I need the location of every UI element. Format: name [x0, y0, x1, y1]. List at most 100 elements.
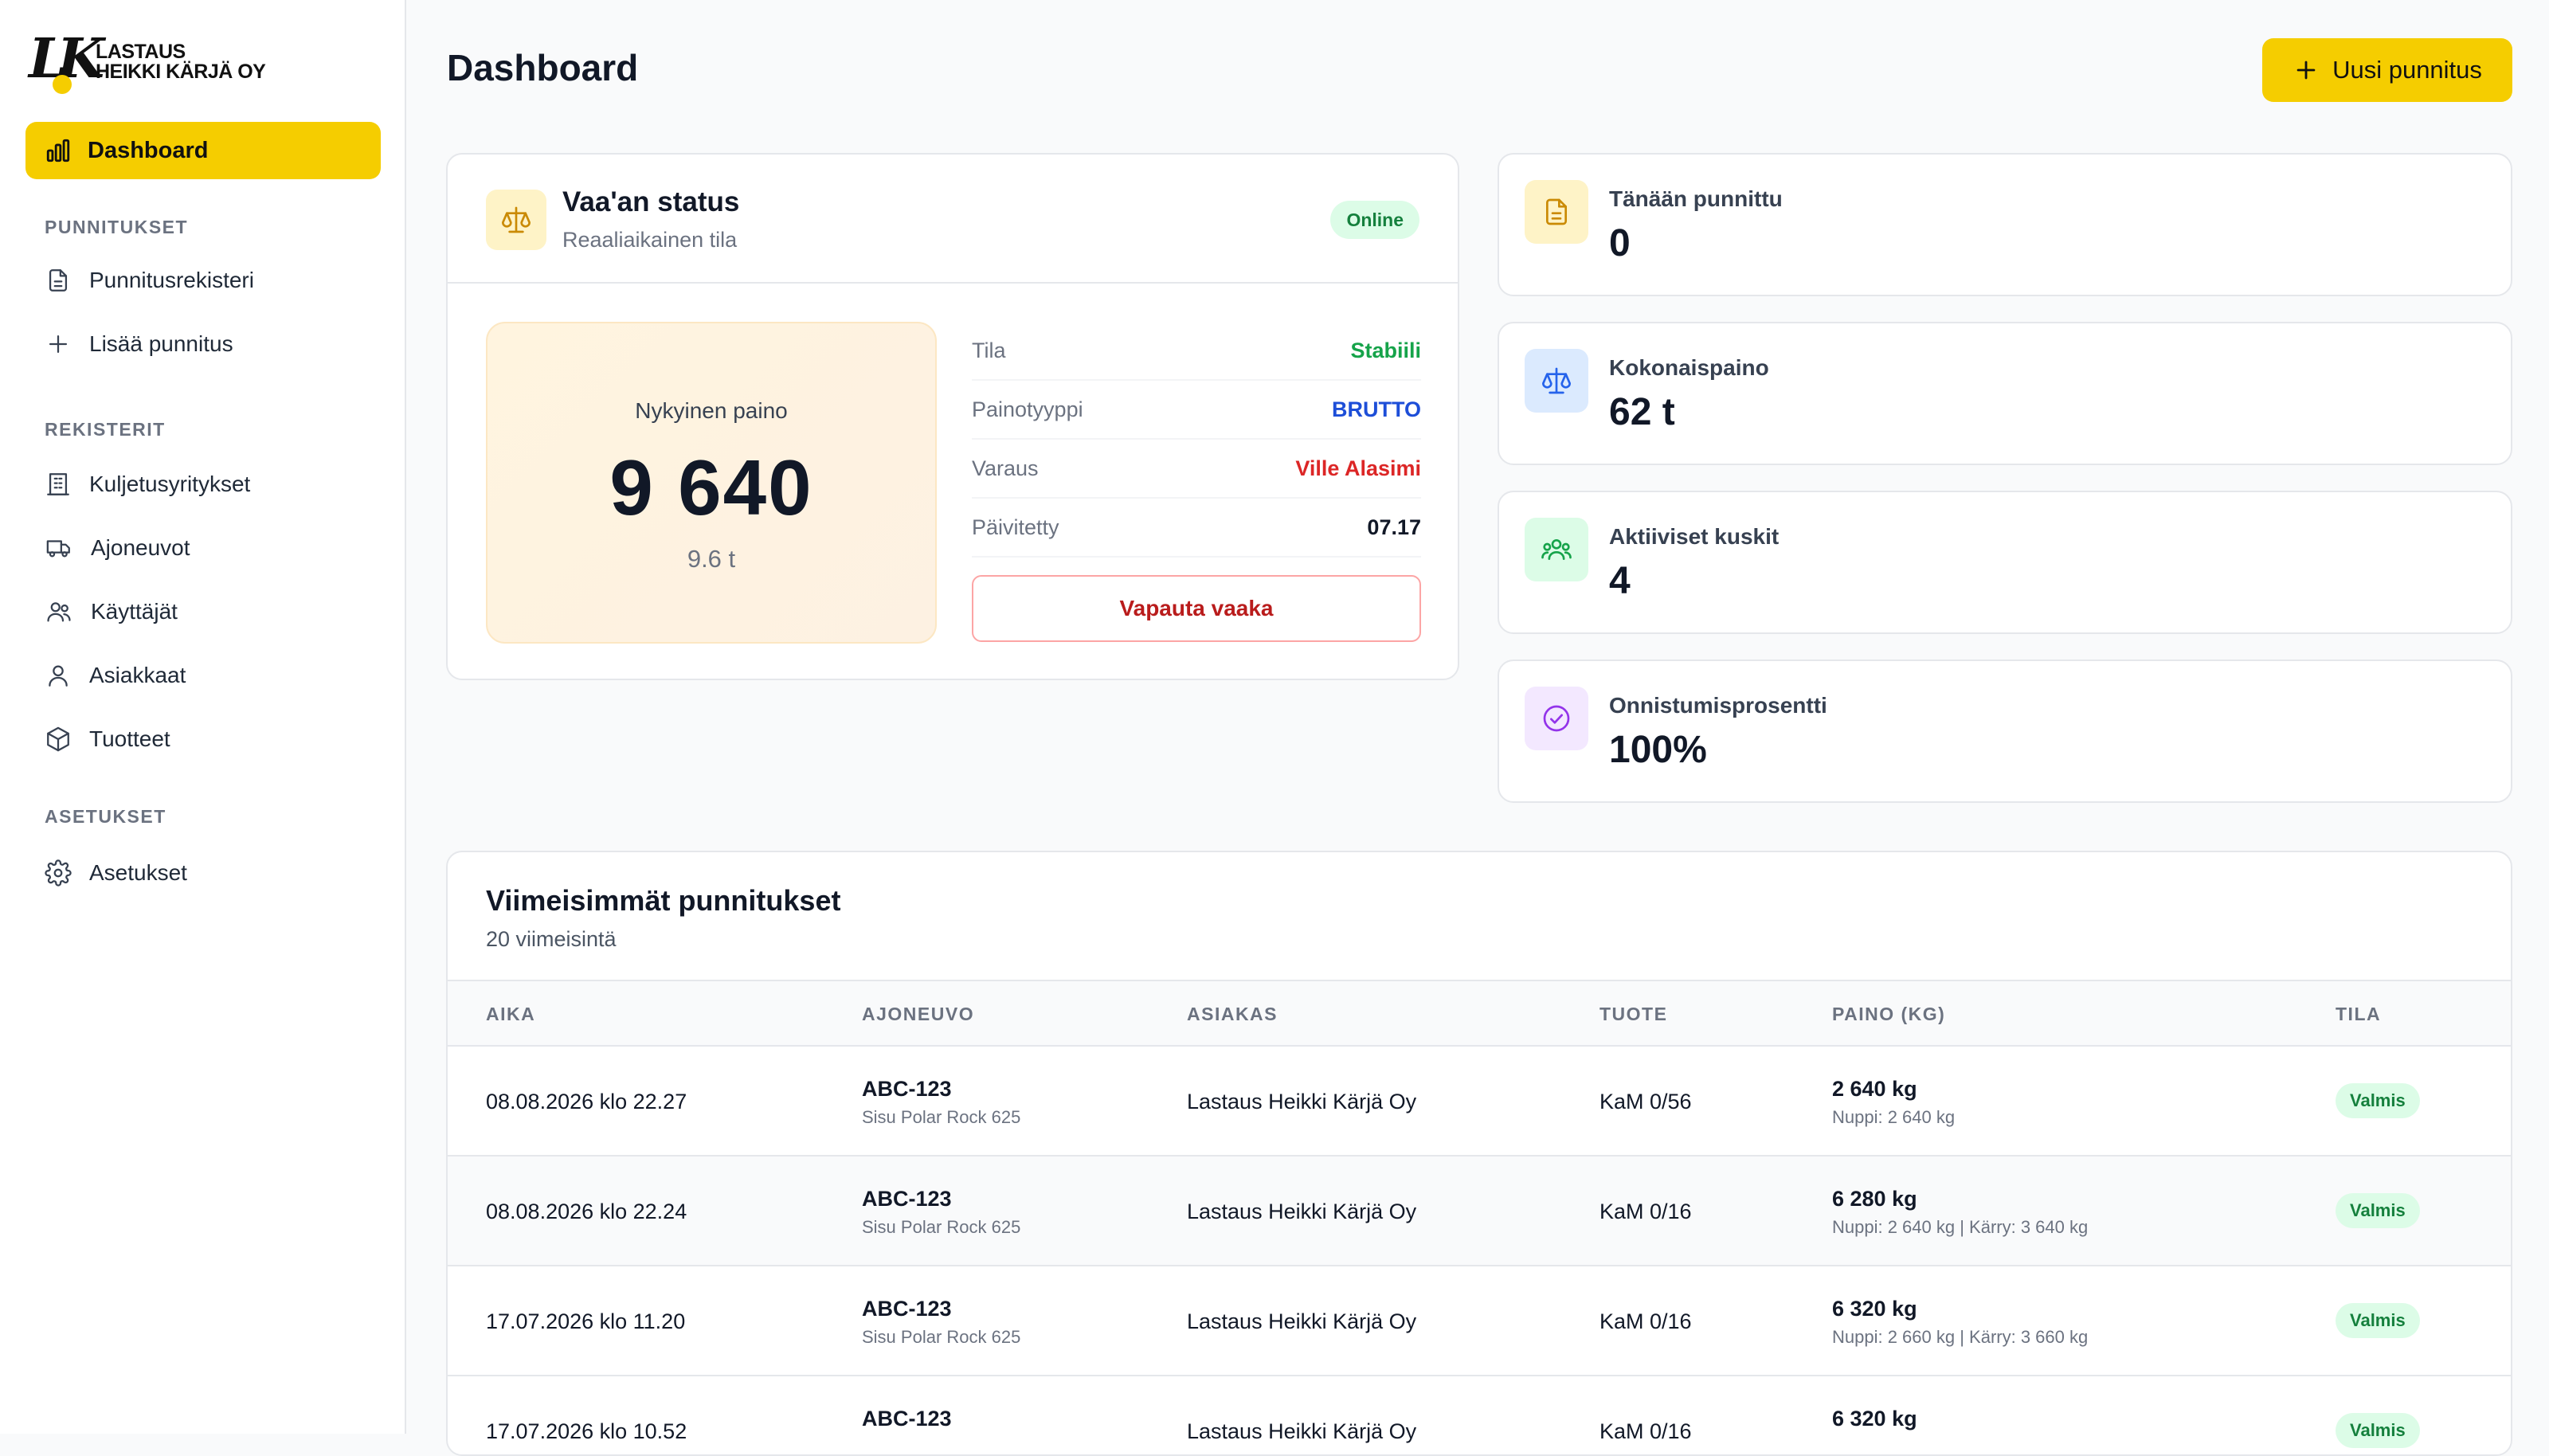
table-row[interactable]: 08.08.2026 klo 22.24 ABC-123 Sisu Polar …	[448, 1157, 2511, 1266]
cell-customer: Lastaus Heikki Kärjä Oy	[1187, 1419, 1417, 1443]
cell-plate: ABC-123	[862, 1187, 952, 1211]
column-header-tila[interactable]: TILA	[2336, 1004, 2382, 1024]
cell-product: KaM 0/16	[1599, 1200, 1692, 1223]
stat-value: 4	[1609, 560, 1631, 602]
current-weight-panel: Nykyinen paino 9 640 9.6 t	[486, 322, 937, 644]
table-header: AIKA AJONEUVO ASIAKAS TUOTE PAINO (KG) T…	[448, 980, 2511, 1047]
sidebar-item-label: Lisää punnitus	[89, 331, 233, 356]
sidebar-item-asetukset[interactable]: Asetukset	[45, 855, 187, 890]
cell-weight-detail: Nuppi: 2 660 kg | Kärry: 3 660 kg	[1832, 1327, 2089, 1347]
plus-icon	[49, 335, 68, 354]
status-row-value: 07.17	[1367, 515, 1421, 539]
column-header-paino[interactable]: PAINO (KG)	[1832, 1004, 1946, 1024]
column-header-aika[interactable]: AIKA	[486, 1004, 536, 1024]
new-weighing-label: Uusi punnitus	[2332, 56, 2482, 84]
status-row-key: Varaus	[972, 456, 1039, 480]
status-badge: Valmis	[2336, 1413, 2420, 1448]
stat-label: Onnistumisprosentti	[1609, 693, 1827, 718]
stat-label: Kokonaispaino	[1609, 355, 1769, 380]
status-row-varaus: Varaus Ville Alasimi	[972, 440, 1421, 499]
users-icon	[1541, 539, 1572, 560]
table-row[interactable]: 17.07.2026 klo 10.52 ABC-123 Lastaus Hei…	[448, 1376, 2511, 1454]
cell-product: KaM 0/16	[1599, 1419, 1692, 1443]
sidebar-item-kuljetusyritykset[interactable]: Kuljetusyritykset	[45, 467, 250, 502]
box-icon	[47, 726, 69, 752]
status-row-tila: Tila Stabiili	[972, 322, 1421, 381]
online-status-badge: Online	[1330, 201, 1419, 239]
current-weight-label: Nykyinen paino	[635, 398, 788, 423]
logo-dot	[53, 75, 72, 94]
cell-time: 08.08.2026 klo 22.24	[486, 1200, 687, 1223]
building-icon	[47, 473, 69, 495]
scale-icon-box	[486, 190, 546, 250]
sidebar-item-ajoneuvot[interactable]: Ajoneuvot	[45, 530, 190, 566]
cell-plate: ABC-123	[862, 1407, 952, 1431]
section-title-punnitukset: PUNNITUKSET	[45, 217, 189, 237]
scale-icon	[1542, 367, 1571, 394]
bar-chart-icon	[46, 139, 70, 162]
stat-card-weighed-today: Tänään punnittu 0	[1498, 153, 2512, 296]
user-icon	[49, 665, 68, 687]
cell-plate: ABC-123	[862, 1077, 952, 1101]
truck-icon	[46, 540, 70, 558]
cell-vehicle-model: Sisu Polar Rock 625	[862, 1327, 1021, 1347]
cell-product: KaM 0/16	[1599, 1309, 1692, 1333]
users-icon	[47, 602, 71, 622]
check-circle-icon	[1543, 705, 1570, 732]
status-row-value: Stabiili	[1350, 338, 1421, 362]
cell-vehicle-model: Sisu Polar Rock 625	[862, 1107, 1021, 1127]
cell-time: 08.08.2026 klo 22.27	[486, 1090, 687, 1114]
sidebar-item-lisaa-punnitus[interactable]: Lisää punnitus	[45, 327, 233, 362]
stat-card-active-drivers: Aktiiviset kuskit 4	[1498, 491, 2512, 634]
column-header-tuote[interactable]: TUOTE	[1599, 1004, 1668, 1024]
recent-weighings-subtitle: 20 viimeisintä	[486, 927, 617, 951]
stat-icon-box	[1525, 687, 1588, 750]
column-header-ajoneuvo[interactable]: AJONEUVO	[862, 1004, 975, 1024]
stat-card-total-weight: Kokonaispaino 62 t	[1498, 322, 2512, 465]
plus-icon	[2296, 61, 2316, 80]
status-row-key: Tila	[972, 338, 1006, 362]
status-badge: Valmis	[2336, 1193, 2420, 1228]
cell-weight: 6 320 kg	[1832, 1297, 1917, 1321]
release-scale-button[interactable]: Vapauta vaaka	[972, 575, 1421, 642]
sidebar-item-label: Ajoneuvot	[91, 535, 190, 560]
recent-weighings-title: Viimeisimmät punnitukset	[486, 884, 841, 917]
status-row-painotyyppi: Painotyyppi BRUTTO	[972, 381, 1421, 440]
stat-label: Aktiiviset kuskit	[1609, 524, 1780, 549]
stat-icon-box	[1525, 349, 1588, 413]
sidebar-item-label: Kuljetusyritykset	[89, 472, 251, 496]
table-row[interactable]: 17.07.2026 klo 11.20 ABC-123 Sisu Polar …	[448, 1266, 2511, 1376]
sidebar-item-label: Asetukset	[89, 860, 187, 885]
cell-customer: Lastaus Heikki Kärjä Oy	[1187, 1309, 1417, 1333]
scale-status-title: Vaa'an status	[562, 186, 740, 217]
cell-time: 17.07.2026 klo 10.52	[486, 1419, 687, 1443]
logo-line-1: LASTAUS	[96, 41, 186, 63]
stat-card-success-rate: Onnistumisprosentti 100%	[1498, 660, 2512, 803]
sidebar-item-label: Dashboard	[88, 137, 209, 163]
stat-value: 62 t	[1609, 391, 1675, 433]
stat-icon-box	[1525, 180, 1588, 244]
sidebar-item-punnitusrekisteri[interactable]: Punnitusrekisteri	[45, 263, 254, 298]
table-row[interactable]: 08.08.2026 klo 22.27 ABC-123 Sisu Polar …	[448, 1047, 2511, 1157]
sidebar-item-asiakkaat[interactable]: Asiakkaat	[45, 658, 186, 693]
sidebar-item-label: Käyttäjät	[91, 599, 178, 624]
sidebar-item-tuotteet[interactable]: Tuotteet	[45, 722, 170, 757]
section-title-asetukset: ASETUKSET	[45, 806, 166, 827]
new-weighing-button[interactable]: Uusi punnitus	[2262, 38, 2512, 102]
sidebar-item-label: Tuotteet	[89, 726, 170, 751]
status-row-value: BRUTTO	[1332, 397, 1421, 421]
company-logo[interactable]: LK LASTAUS HEIKKI KÄRJÄ OY	[29, 27, 266, 94]
cell-vehicle-model: Sisu Polar Rock 625	[862, 1217, 1021, 1237]
scale-status-header: Vaa'an status Reaaliaikainen tila Online	[448, 155, 1458, 284]
status-row-key: Päivitetty	[972, 515, 1059, 539]
sidebar-item-dashboard[interactable]: Dashboard	[25, 122, 381, 179]
sidebar-item-label: Punnitusrekisteri	[89, 268, 254, 292]
status-row-key: Painotyyppi	[972, 397, 1083, 421]
status-row-paivitetty: Päivitetty 07.17	[972, 499, 1421, 558]
cell-customer: Lastaus Heikki Kärjä Oy	[1187, 1200, 1417, 1223]
document-icon	[1546, 198, 1567, 225]
sidebar-item-kayttajat[interactable]: Käyttäjät	[45, 594, 178, 629]
cell-plate: ABC-123	[862, 1297, 952, 1321]
column-header-asiakas[interactable]: ASIAKAS	[1187, 1004, 1278, 1024]
scale-status-card: Vaa'an status Reaaliaikainen tila Online…	[446, 153, 1459, 680]
